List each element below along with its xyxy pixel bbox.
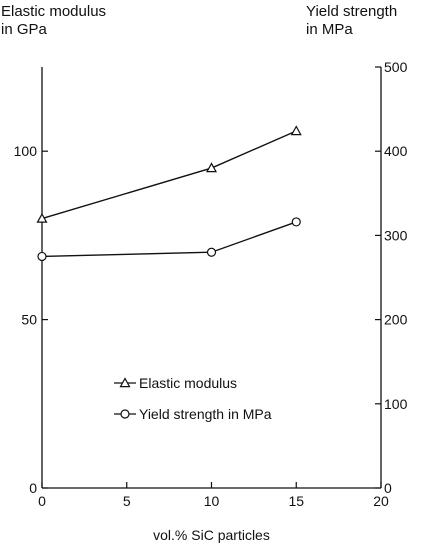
right-y-tick-label: 200 <box>384 312 408 328</box>
legend-label: Yield strength in MPa <box>139 406 272 422</box>
right-axis-title-line-1: Yield strength <box>306 3 398 20</box>
yield-strength-point <box>206 247 217 257</box>
right-y-tick-label: 500 <box>384 59 408 75</box>
elastic-modulus-point <box>36 212 48 223</box>
legend-circle-marker <box>120 409 130 419</box>
left-y-tick-label: 0 <box>29 480 37 496</box>
series-line-yield-strength <box>41 221 297 258</box>
x-tick-label: 20 <box>373 493 389 509</box>
left-axis-title-line-1: Elastic modulus <box>1 3 107 20</box>
left-y-tick-label: 100 <box>14 143 38 159</box>
legend-triangle-marker <box>119 377 131 388</box>
yield-strength-point <box>37 251 47 262</box>
right-y-tick-label: 400 <box>384 143 408 159</box>
left-axis-title-line-2: in GPa <box>1 21 47 38</box>
x-tick-label: 5 <box>123 493 131 509</box>
yield-strength-point <box>291 217 301 227</box>
x-tick-label: 0 <box>38 493 46 509</box>
x-tick-label: 15 <box>288 493 304 509</box>
left-y-tick-label: 50 <box>21 312 37 328</box>
elastic-modulus-point <box>290 125 302 136</box>
right-y-tick-label: 100 <box>384 396 408 412</box>
x-tick-label: 10 <box>204 493 220 509</box>
series-line-elastic-modulus <box>41 130 297 220</box>
right-y-tick-label: 0 <box>384 480 392 496</box>
x-axis-title: vol.% SiC particles <box>153 527 270 543</box>
legend-label: Elastic modulus <box>139 375 237 391</box>
right-axis-title-line-2: in MPa <box>306 21 353 38</box>
elastic-modulus-point <box>205 162 218 173</box>
right-y-tick-label: 300 <box>384 227 408 243</box>
